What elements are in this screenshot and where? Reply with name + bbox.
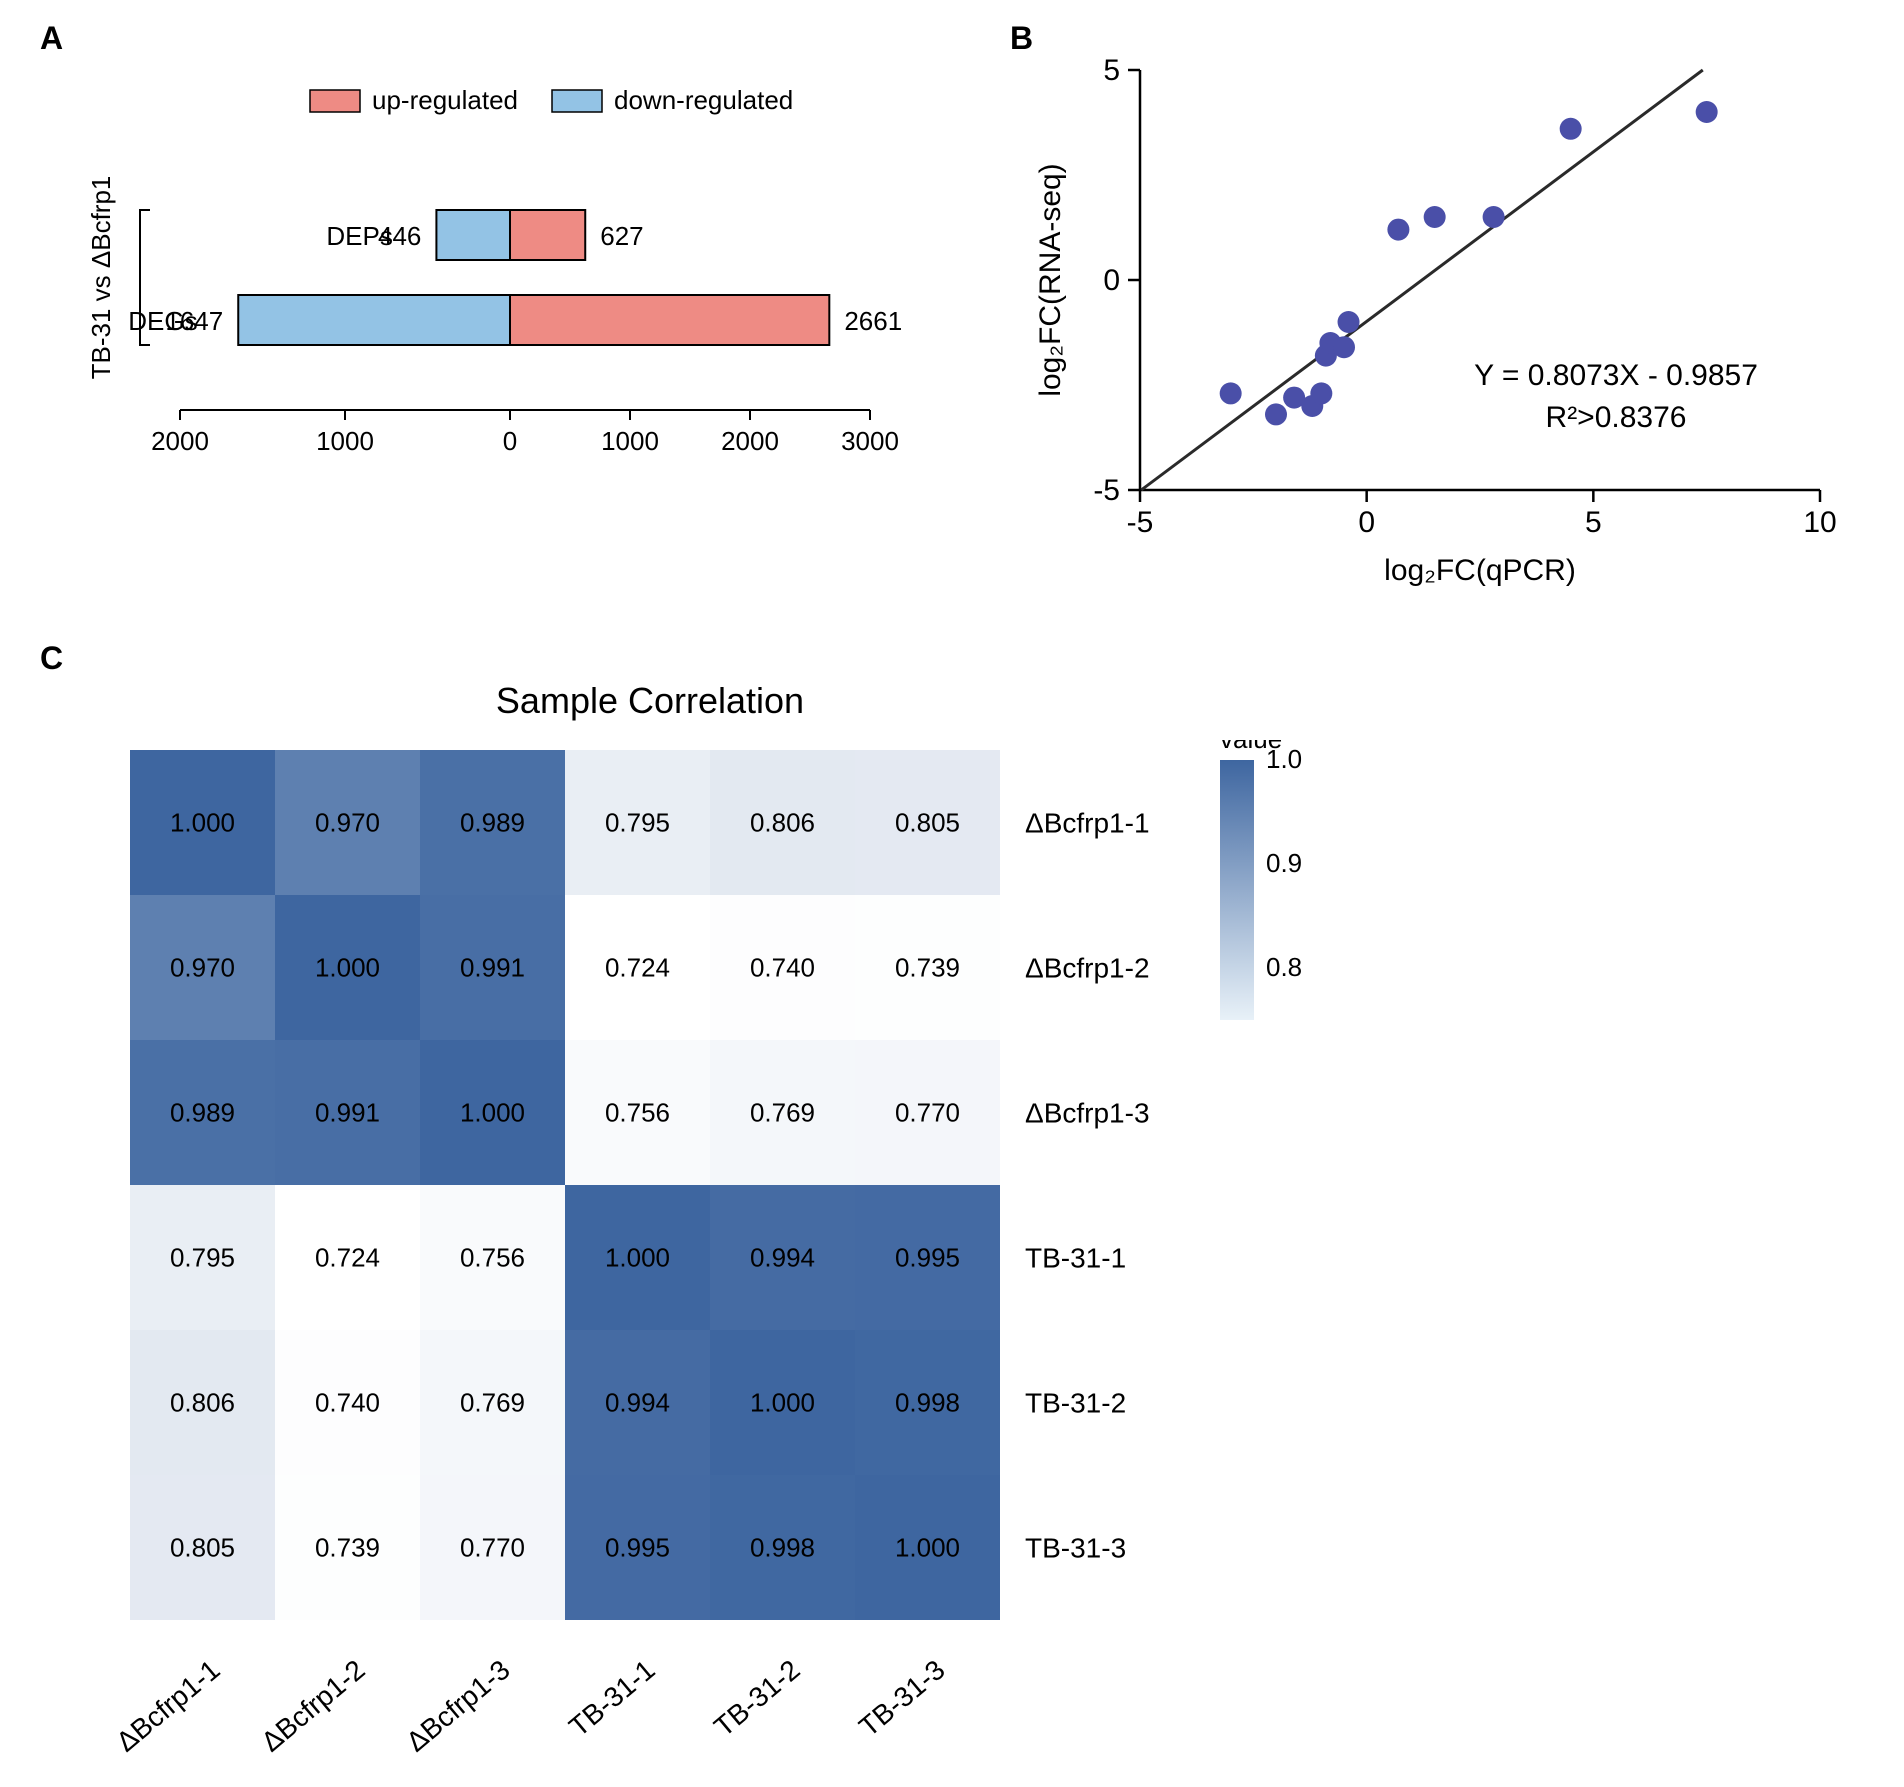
svg-text:0.795: 0.795 <box>605 808 670 838</box>
svg-text:1.0: 1.0 <box>1266 744 1302 774</box>
svg-text:ΔBcfrp1-1: ΔBcfrp1-1 <box>110 1654 225 1758</box>
svg-text:2000: 2000 <box>151 426 209 456</box>
svg-text:log₂FC(RNA-seq): log₂FC(RNA-seq) <box>1034 163 1067 396</box>
svg-text:ΔBcfrp1-2: ΔBcfrp1-2 <box>255 1654 370 1758</box>
panel-a-letter: A <box>40 20 63 57</box>
svg-text:-5: -5 <box>1093 474 1120 507</box>
svg-text:1000: 1000 <box>601 426 659 456</box>
svg-text:0: 0 <box>1358 506 1375 539</box>
svg-text:ΔBcfrp1-1: ΔBcfrp1-1 <box>1025 808 1150 839</box>
svg-text:0.995: 0.995 <box>605 1533 670 1563</box>
svg-text:0.991: 0.991 <box>460 953 525 983</box>
svg-text:log₂FC(qPCR): log₂FC(qPCR) <box>1384 554 1576 587</box>
svg-text:0.740: 0.740 <box>315 1388 380 1418</box>
svg-text:1.000: 1.000 <box>605 1243 670 1273</box>
svg-text:0.756: 0.756 <box>460 1243 525 1273</box>
panel-c-heatmap: 1.000 0.970 0.989 0.795 0.806 0.805 0.970 1.000… <box>80 740 1580 1770</box>
svg-text:0.994: 0.994 <box>750 1243 815 1273</box>
svg-text:0.994: 0.994 <box>605 1388 670 1418</box>
svg-text:down-regulated: down-regulated <box>614 85 793 115</box>
svg-text:TB-31-3: TB-31-3 <box>853 1654 950 1743</box>
svg-text:0: 0 <box>503 426 517 456</box>
svg-text:0.769: 0.769 <box>750 1098 815 1128</box>
svg-text:R²>0.8376: R²>0.8376 <box>1546 401 1687 434</box>
svg-text:TB-31-2: TB-31-2 <box>708 1654 805 1743</box>
svg-text:10: 10 <box>1803 506 1836 539</box>
svg-text:TB-31-1: TB-31-1 <box>563 1654 660 1743</box>
svg-text:0.770: 0.770 <box>460 1533 525 1563</box>
panel-b-chart: -5 0 5 10 -5 0 5 log₂FC(qPCR) log₂FC(RNA-seq) Y =… <box>1020 30 1880 590</box>
svg-text:5: 5 <box>1103 54 1120 87</box>
svg-text:2000: 2000 <box>721 426 779 456</box>
svg-text:TB-31-1: TB-31-1 <box>1025 1243 1126 1274</box>
svg-text:0.805: 0.805 <box>170 1533 235 1563</box>
svg-text:TB-31-3: TB-31-3 <box>1025 1533 1126 1564</box>
svg-text:0.991: 0.991 <box>315 1098 380 1128</box>
svg-text:0.998: 0.998 <box>750 1533 815 1563</box>
svg-text:TB-31-2: TB-31-2 <box>1025 1388 1126 1419</box>
svg-text:up-regulated: up-regulated <box>372 85 518 115</box>
svg-text:1.000: 1.000 <box>315 953 380 983</box>
svg-text:TB-31 vs ΔBcfrp1: TB-31 vs ΔBcfrp1 <box>86 176 116 380</box>
svg-text:0.970: 0.970 <box>315 808 380 838</box>
svg-text:0.806: 0.806 <box>750 808 815 838</box>
svg-text:0.8: 0.8 <box>1266 952 1302 982</box>
svg-text:-5: -5 <box>1127 506 1154 539</box>
svg-text:ΔBcfrp1-2: ΔBcfrp1-2 <box>1025 953 1150 984</box>
svg-text:1.000: 1.000 <box>895 1533 960 1563</box>
svg-text:0.9: 0.9 <box>1266 848 1302 878</box>
svg-text:1.000: 1.000 <box>750 1388 815 1418</box>
svg-text:3000: 3000 <box>841 426 899 456</box>
panel-c-title: Sample Correlation <box>300 680 1000 722</box>
svg-text:0.989: 0.989 <box>170 1098 235 1128</box>
svg-text:0.795: 0.795 <box>170 1243 235 1273</box>
svg-text:0.998: 0.998 <box>895 1388 960 1418</box>
svg-text:ΔBcfrp1-3: ΔBcfrp1-3 <box>400 1654 515 1758</box>
svg-text:0.806: 0.806 <box>170 1388 235 1418</box>
svg-text:2661: 2661 <box>844 306 902 336</box>
svg-text:Y = 0.8073X - 0.9857: Y = 0.8073X - 0.9857 <box>1474 359 1758 392</box>
svg-text:0.805: 0.805 <box>895 808 960 838</box>
svg-text:1647: 1647 <box>165 306 223 336</box>
svg-text:0.989: 0.989 <box>460 808 525 838</box>
svg-text:0.740: 0.740 <box>750 953 815 983</box>
svg-text:0.724: 0.724 <box>315 1243 380 1273</box>
svg-text:0.724: 0.724 <box>605 953 670 983</box>
svg-text:0: 0 <box>1103 264 1120 297</box>
svg-text:0.770: 0.770 <box>895 1098 960 1128</box>
svg-text:5: 5 <box>1585 506 1602 539</box>
svg-text:627: 627 <box>600 221 643 251</box>
svg-text:0.769: 0.769 <box>460 1388 525 1418</box>
svg-text:ΔBcfrp1-3: ΔBcfrp1-3 <box>1025 1098 1150 1129</box>
panel-c-letter: C <box>40 640 63 677</box>
svg-text:0.995: 0.995 <box>895 1243 960 1273</box>
svg-text:1.000: 1.000 <box>460 1098 525 1128</box>
svg-text:0.739: 0.739 <box>315 1533 380 1563</box>
svg-text:1000: 1000 <box>316 426 374 456</box>
panel-a-chart: up-regulated down-regulated TB-31 vs ΔBcfr… <box>80 30 960 550</box>
svg-text:0.970: 0.970 <box>170 953 235 983</box>
svg-text:446: 446 <box>378 221 421 251</box>
svg-text:0.756: 0.756 <box>605 1098 670 1128</box>
svg-text:0.739: 0.739 <box>895 953 960 983</box>
svg-text:1.000: 1.000 <box>170 808 235 838</box>
